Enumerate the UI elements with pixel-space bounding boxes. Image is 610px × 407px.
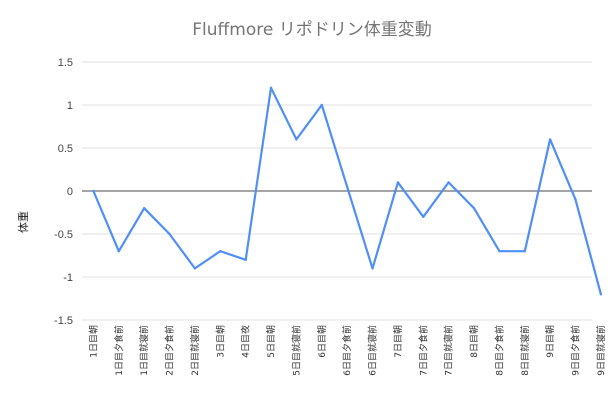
series-layer — [92, 86, 603, 296]
data-point — [219, 250, 222, 253]
x-tick-label: 9日目就寝前 — [595, 325, 607, 376]
x-tick-label: 7日目就寝前 — [443, 325, 455, 376]
data-point — [548, 138, 552, 141]
x-tick-label: 7日目夕食前 — [417, 325, 429, 376]
y-tick-label: 0.5 — [58, 143, 73, 155]
data-point — [599, 293, 603, 296]
data-point — [193, 267, 197, 270]
x-tick-label: 8日目朝 — [469, 325, 480, 358]
x-tick-label: 2日目夕食前 — [164, 325, 176, 376]
y-tick-label: -0.5 — [54, 229, 73, 241]
x-tick-label: 6日目朝 — [317, 325, 328, 358]
x-tick-label: 4日目夜 — [240, 325, 252, 358]
y-tick-label: -1.5 — [54, 315, 73, 327]
x-axis-ticks: 1日目朝 1日目夕食前 1日目就寝前 2日目夕食前 2日目就寝前 3日目朝 4日目夜 5日目朝… — [88, 325, 606, 376]
x-tick-label: 5日目就寝前 — [290, 325, 302, 376]
y-tick-label: 1.5 — [58, 57, 73, 69]
data-point — [117, 250, 120, 253]
data-point — [168, 232, 171, 236]
data-point — [498, 250, 501, 253]
chart-title: Fluffmore リポドリン体重変動 — [192, 20, 431, 40]
data-point — [422, 215, 425, 218]
data-point — [396, 181, 400, 184]
data-point — [345, 185, 349, 188]
data-point — [320, 103, 323, 107]
x-tick-label: 8日目夕食前 — [493, 325, 505, 376]
y-axis-ticks: 1.5 1 0.5 0 -0.5 -1 -1.5 — [54, 57, 73, 327]
x-tick-label: 1日目就寝前 — [138, 325, 150, 376]
data-point — [472, 207, 476, 210]
x-tick-label: 1日目朝 — [88, 325, 99, 358]
y-tick-label: 1 — [67, 100, 73, 112]
data-point — [447, 181, 450, 184]
data-point — [142, 207, 146, 210]
gridlines — [82, 61, 592, 321]
y-tick-label: -1 — [63, 272, 73, 284]
data-point — [244, 258, 247, 261]
data-point — [371, 267, 374, 270]
x-tick-label: 3日目朝 — [215, 325, 226, 358]
data-point — [295, 138, 298, 141]
x-tick-label: 9日目夕食前 — [570, 325, 582, 376]
x-tick-label: 1日目夕食前 — [113, 325, 125, 376]
data-point — [574, 198, 577, 201]
x-tick-label: 6日目夕食前 — [341, 325, 353, 376]
x-tick-label: 5日目朝 — [266, 325, 277, 358]
x-tick-label: 2日目就寝前 — [189, 325, 201, 376]
x-tick-label: 8日目就寝前 — [519, 325, 531, 376]
y-tick-label: 0 — [67, 186, 73, 198]
data-point — [269, 86, 273, 90]
x-tick-label: 7日目朝 — [393, 325, 404, 358]
x-tick-label: 9日目朝 — [545, 325, 556, 358]
y-axis-label: 体重 — [16, 211, 30, 233]
data-point — [92, 189, 95, 193]
data-point — [523, 250, 526, 253]
x-tick-label: 6日目就寝前 — [367, 325, 379, 376]
